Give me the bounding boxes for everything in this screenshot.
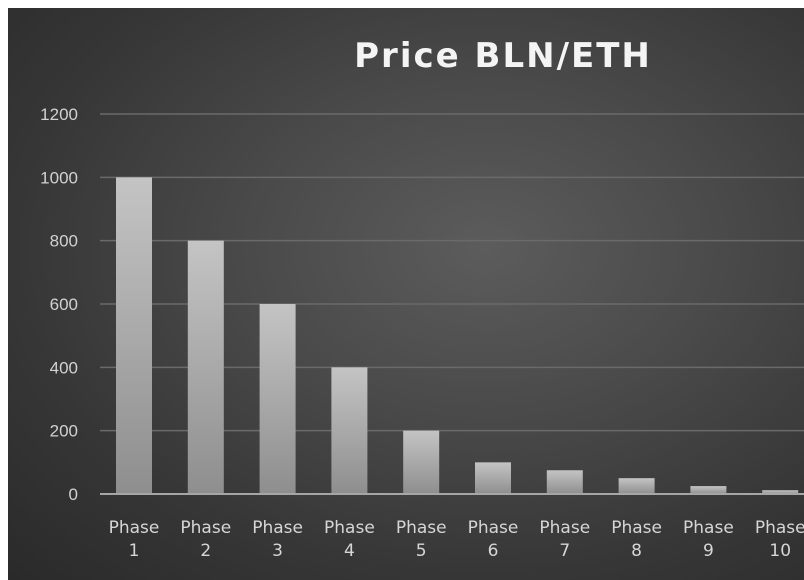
y-tick-label: 800 [50, 232, 78, 251]
y-tick-label: 200 [50, 422, 78, 441]
x-tick-label: Phase 2 [180, 518, 231, 561]
bars [116, 177, 799, 495]
y-tick-label: 1000 [40, 168, 78, 187]
chart-title: Price BLN/ETH [354, 36, 652, 76]
x-tick-label: Phase 8 [611, 518, 662, 561]
bar-phase-10 [762, 490, 799, 494]
bar-phase-1 [116, 177, 152, 495]
bar-phase-5 [403, 430, 440, 494]
y-tick-label: 0 [69, 485, 78, 504]
x-tick-label: Phase 4 [324, 518, 375, 561]
bar-chart: 0 200 400 600 800 1000 1200 Phase 1 Phase 2 Phase 3 P… [40, 105, 804, 561]
y-tick-label: 400 [50, 358, 78, 377]
bar-phase-7 [546, 470, 583, 494]
y-tick-label: 1200 [40, 105, 78, 124]
chart-frame: Price BLN/ETH 0 200 400 600 800 1000 1200 Phase… [8, 8, 804, 580]
x-tick-label: Phase 3 [252, 518, 303, 561]
x-tick-label: Phase 5 [396, 518, 447, 561]
bar-phase-2 [187, 240, 224, 494]
x-tick-label: Phase 9 [683, 518, 734, 561]
bar-phase-6 [475, 462, 511, 494]
y-tick-label: 600 [50, 295, 78, 314]
x-tick-label: Phase 7 [539, 518, 590, 561]
bar-phase-9 [690, 486, 727, 494]
bar-phase-4 [331, 367, 368, 494]
x-tick-label: Phase 10 [755, 518, 804, 561]
axes: 0 200 400 600 800 1000 1200 Phase 1 Phase 2 Phase 3 P… [40, 105, 804, 561]
bar-phase-8 [618, 478, 655, 494]
bar-phase-3 [259, 304, 296, 494]
x-tick-label: Phase 6 [468, 518, 519, 561]
x-tick-label: Phase 1 [109, 518, 160, 561]
